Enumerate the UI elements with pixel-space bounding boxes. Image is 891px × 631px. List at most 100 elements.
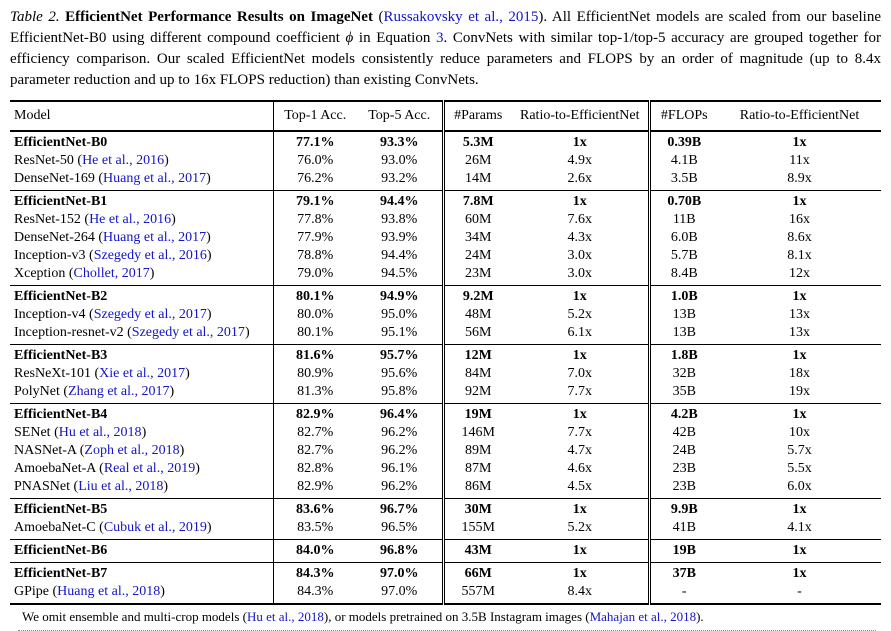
citation-link[interactable]: Hu et al., 2018 xyxy=(246,609,324,624)
params-cell: 92M xyxy=(441,383,512,404)
model-name: PNASNet xyxy=(14,479,71,494)
top5-cell: 95.8% xyxy=(381,384,418,399)
model-row: SENet (Hu et al., 2018) 82.7% 96.2% 146M 7.7… xyxy=(10,424,881,442)
citation-link[interactable]: Mahajan et al., 2018 xyxy=(589,609,697,624)
params-ratio-cell: 1x xyxy=(572,566,587,581)
model-group: EfficientNet-B6 84.0% 96.8% 43M 1x 19B 1x xyxy=(10,539,881,563)
col-model: Model xyxy=(10,101,273,132)
model-row: EfficientNet-B2 80.1% 94.9% 9.2M 1x 1.0B 1x xyxy=(10,285,881,306)
model-cell: EfficientNet-B0 xyxy=(10,131,273,152)
cite-open-paren: ( xyxy=(70,479,79,494)
model-row: EfficientNet-B4 82.9% 96.4% 19M 1x 4.2B 1x xyxy=(10,403,881,424)
flops-ratio-cell: 6.0x xyxy=(787,479,812,494)
citation-link[interactable]: Huang et al., 2017 xyxy=(103,230,207,245)
citation-link[interactable]: Zhang et al., 2017 xyxy=(68,384,170,399)
top5-cell: 96.8% xyxy=(380,543,419,558)
params-ratio-cell: 1x xyxy=(572,407,587,422)
citation-link[interactable]: Szegedy et al., 2017 xyxy=(131,325,245,340)
col-top5-acc: Top-5 Acc. xyxy=(357,101,443,132)
top1-cell: 80.1% xyxy=(272,324,357,345)
top5-cell: 95.6% xyxy=(381,366,418,381)
citation-link[interactable]: Cubuk et al., 2019 xyxy=(103,520,207,535)
params-ratio-cell: 7.0x xyxy=(567,366,593,381)
citation-link[interactable]: He et al., 2016 xyxy=(89,212,172,227)
model-row: EfficientNet-B0 77.1% 93.3% 5.3M 1x 0.39B 1x xyxy=(10,131,881,152)
model-row: DenseNet-169 (Huang et al., 2017) 76.2% 93… xyxy=(10,170,881,191)
model-group: EfficientNet-B2 80.1% 94.9% 9.2M 1x 1.0B 1x Inc… xyxy=(10,285,881,345)
params-ratio-cell: 4.7x xyxy=(567,443,593,458)
params-cell: 56M xyxy=(441,324,512,345)
citation-link[interactable]: Zoph et al., 2018 xyxy=(84,443,180,458)
flops-cell: 8.4B xyxy=(647,265,718,286)
model-row: AmoebaNet-C (Cubuk et al., 2019) 83.5% 96.… xyxy=(10,519,881,540)
model-row: EfficientNet-B5 83.6% 96.7% 30M 1x 9.9B 1x xyxy=(10,498,881,519)
citation-link[interactable]: Russakovsky et al., 2015 xyxy=(383,9,539,25)
citation-link[interactable]: Liu et al., 2018 xyxy=(78,479,164,494)
top1-cell: 76.2% xyxy=(272,170,357,191)
flops-ratio-cell: 1x xyxy=(792,135,807,150)
cite-open-paren: ( xyxy=(95,461,104,476)
citation-link[interactable]: Szegedy et al., 2017 xyxy=(93,307,207,322)
params-ratio-cell: 8.4x xyxy=(567,584,593,599)
flops-cell: 9.9B xyxy=(647,498,718,519)
citation-link[interactable]: Chollet, 2017 xyxy=(73,266,150,281)
model-cell: AmoebaNet-C (Cubuk et al., 2019) xyxy=(10,519,273,540)
flops-ratio-cell: 1x xyxy=(792,543,807,558)
model-row: EfficientNet-B7 84.3% 97.0% 66M 1x 37B 1x xyxy=(10,562,881,584)
model-name: ResNet-152 xyxy=(14,212,81,227)
flops-ratio-cell: 10x xyxy=(789,425,810,440)
top5-cell: 96.7% xyxy=(380,502,419,517)
flops-cell: 23B xyxy=(647,478,718,499)
params-cell: 146M xyxy=(441,424,512,442)
model-name: DenseNet-169 xyxy=(14,171,95,186)
model-name: NASNet-A xyxy=(14,443,77,458)
flops-cell: 13B xyxy=(647,306,718,324)
params-cell: 66M xyxy=(441,562,512,583)
flops-ratio-cell: 4.1x xyxy=(787,520,812,535)
col-params-ratio: Ratio-to-EfficientNet xyxy=(512,101,649,132)
flops-ratio-cell: 19x xyxy=(789,384,810,399)
citation-link[interactable]: Xie et al., 2017 xyxy=(99,366,186,381)
cite-close-paren: ) xyxy=(195,461,200,476)
flops-ratio-cell: - xyxy=(797,584,802,599)
citation-link[interactable]: He et al., 2016 xyxy=(82,153,165,168)
model-name: SENet xyxy=(14,425,51,440)
model-row: Inception-v3 (Szegedy et al., 2016) 78.8%… xyxy=(10,247,881,265)
citation-link[interactable]: Huang et al., 2018 xyxy=(57,584,161,599)
citation-link[interactable]: Szegedy et al., 2016 xyxy=(93,248,207,263)
citation-link[interactable]: Real et al., 2019 xyxy=(103,461,196,476)
flops-cell: 1.0B xyxy=(647,285,718,306)
top5-cell: 94.4% xyxy=(381,248,418,263)
model-cell: EfficientNet-B7 xyxy=(10,563,273,584)
header-row: Model Top-1 Acc. Top-5 Acc. #Params Rati… xyxy=(10,101,881,132)
text-segment: Table 2. xyxy=(10,9,66,25)
params-cell: 26M xyxy=(441,152,512,170)
cite-close-paren: ) xyxy=(179,443,185,458)
cite-close-paren: ) xyxy=(141,425,147,440)
cite-open-paren: ( xyxy=(65,266,74,281)
params-ratio-cell: 1x xyxy=(572,348,587,363)
top1-cell: 84.0% xyxy=(272,539,357,563)
model-name: ResNeXt-101 xyxy=(14,366,91,381)
flops-ratio-cell: 1x xyxy=(792,348,807,363)
model-row: Xception (Chollet, 2017) 79.0% 94.5% 23M 3.0… xyxy=(10,265,881,286)
cite-open-paren: ( xyxy=(85,307,94,322)
cite-close-paren: ) xyxy=(164,153,169,168)
model-name: GPipe xyxy=(14,584,49,599)
top5-cell: 94.4% xyxy=(380,194,419,209)
citation-link[interactable]: Huang et al., 2017 xyxy=(103,171,207,186)
flops-cell: 0.39B xyxy=(647,131,718,152)
top5-cell: 94.9% xyxy=(380,289,419,304)
model-row: ResNet-50 (He et al., 2016) 76.0% 93.0% 26M… xyxy=(10,152,881,170)
text-segment: ( xyxy=(372,9,384,25)
params-ratio-cell: 2.6x xyxy=(567,171,593,186)
citation-link[interactable]: 3 xyxy=(435,30,444,46)
params-cell: 23M xyxy=(441,265,512,286)
citation-link[interactable]: Hu et al., 2018 xyxy=(58,425,142,440)
cite-open-paren: ( xyxy=(85,248,94,263)
col-flops-ratio: Ratio-to-EfficientNet xyxy=(718,101,881,132)
params-ratio-cell: 7.7x xyxy=(567,425,593,440)
model-cell: Xception (Chollet, 2017) xyxy=(10,265,273,286)
cite-open-paren: ( xyxy=(94,171,104,186)
model-row: NASNet-A (Zoph et al., 2018) 82.7% 96.2% 89… xyxy=(10,442,881,460)
